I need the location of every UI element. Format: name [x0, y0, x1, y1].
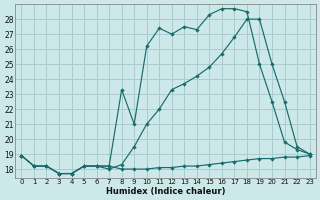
X-axis label: Humidex (Indice chaleur): Humidex (Indice chaleur) — [106, 187, 225, 196]
